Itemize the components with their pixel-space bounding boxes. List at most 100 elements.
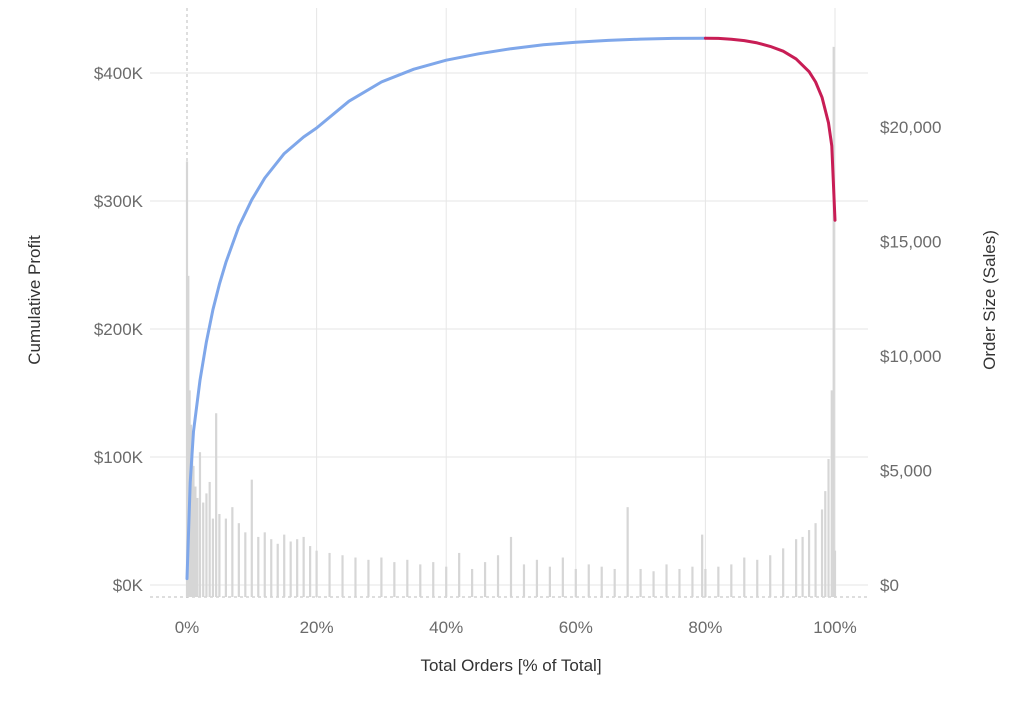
order-size-bar (509, 536, 513, 597)
order-size-bar (302, 536, 305, 597)
order-size-bar (769, 555, 772, 597)
order-size-bar (224, 518, 227, 597)
x-tick-label: 0% (175, 618, 200, 637)
order-size-bar (198, 452, 202, 597)
order-size-bar (496, 555, 500, 597)
order-size-bar (270, 539, 273, 597)
order-size-bar (189, 424, 192, 597)
order-size-bar (315, 550, 318, 597)
order-size-bar (185, 161, 189, 597)
order-size-bar (522, 564, 526, 597)
order-size-bar (215, 413, 218, 597)
order-size-bar (296, 539, 299, 597)
order-size-bar (561, 557, 564, 597)
order-size-bar (211, 518, 215, 597)
order-size-bar (827, 459, 830, 597)
order-size-bar (730, 564, 733, 597)
order-size-bar (187, 275, 190, 597)
order-size-bar (191, 447, 194, 597)
x-tick-label: 60% (559, 618, 593, 637)
right-tick-label: $0 (880, 576, 899, 595)
cumulative-profit-lines (185, 36, 837, 581)
order-size-bar (691, 566, 694, 597)
order-size-bar (652, 571, 655, 597)
order-size-bar (801, 536, 804, 597)
order-size-bar (283, 534, 286, 597)
order-size-bar (613, 568, 616, 597)
x-tick-label: 40% (429, 618, 463, 637)
order-size-bar (483, 562, 487, 597)
order-size-bar (237, 523, 240, 597)
right-axis-title: Order Size (Sales) (980, 230, 999, 370)
order-size-bar (406, 559, 409, 597)
gridlines (150, 8, 868, 598)
right-tick-label: $20,000 (880, 118, 941, 137)
order-size-bar (807, 530, 811, 597)
order-size-bar (824, 491, 827, 597)
order-size-bar (341, 555, 344, 597)
order-size-bar (678, 568, 681, 597)
x-axis-title: Total Orders [% of Total] (420, 656, 601, 675)
order-size-bar (196, 497, 199, 597)
order-size-bar (205, 493, 208, 597)
order-size-bar (289, 541, 292, 597)
left-tick-label: $0K (113, 576, 144, 595)
order-size-bar (257, 536, 260, 597)
left-tick-label: $200K (94, 320, 144, 339)
order-size-bar (231, 507, 234, 597)
order-size-bar (208, 481, 211, 597)
order-size-bar (574, 568, 577, 597)
right-tick-label: $15,000 (880, 233, 941, 252)
order-size-bar (263, 532, 266, 597)
order-size-bar (717, 566, 720, 597)
left-tick-label: $400K (94, 64, 144, 83)
left-axis-title: Cumulative Profit (25, 235, 44, 365)
order-size-bar (367, 559, 370, 597)
cumulative-profit-line (703, 36, 837, 222)
order-size-bar (328, 552, 331, 597)
order-size-bar (639, 568, 642, 597)
order-size-bar (814, 523, 817, 597)
order-size-bar (432, 562, 435, 597)
order-size-bar (309, 546, 312, 597)
order-size-bar (830, 390, 833, 597)
order-size-bar (701, 534, 704, 597)
order-size-bar (587, 564, 590, 597)
order-size-bar (192, 465, 195, 597)
order-size-bar (600, 566, 603, 597)
order-size-bar (354, 557, 357, 597)
order-size-bar (419, 564, 422, 597)
order-size-bar (250, 479, 253, 597)
order-size-bar (445, 566, 448, 597)
left-tick-label: $100K (94, 448, 144, 467)
x-tick-label: 80% (688, 618, 722, 637)
order-size-bar (626, 507, 629, 597)
left-axis-ticks: $0K $100K $200K $300K $400K (94, 64, 144, 595)
order-size-bar (665, 564, 668, 597)
order-size-bar (393, 562, 396, 597)
x-tick-label: 100% (813, 618, 856, 637)
order-size-bar (795, 539, 798, 597)
right-axis-ticks: $0 $5,000 $10,000 $15,000 $20,000 (880, 118, 941, 595)
order-size-bar (218, 514, 221, 597)
order-size-bar (471, 568, 474, 597)
order-size-bar (756, 559, 759, 597)
order-size-bar (276, 543, 279, 597)
order-size-bar (244, 532, 247, 597)
order-size-bar (743, 557, 746, 597)
order-size-bar (820, 509, 824, 597)
order-size-bar (548, 566, 551, 597)
right-tick-label: $10,000 (880, 347, 941, 366)
order-size-bar (194, 486, 197, 597)
cumulative-profit-line (185, 36, 707, 581)
x-tick-label: 20% (300, 618, 334, 637)
order-size-bar (833, 550, 837, 597)
left-tick-label: $300K (94, 192, 144, 211)
order-size-bar (782, 548, 785, 597)
right-tick-label: $5,000 (880, 462, 932, 481)
order-size-bar (832, 46, 835, 598)
order-size-bar (458, 552, 461, 597)
order-size-bars (185, 46, 837, 598)
order-size-bar (202, 502, 205, 597)
